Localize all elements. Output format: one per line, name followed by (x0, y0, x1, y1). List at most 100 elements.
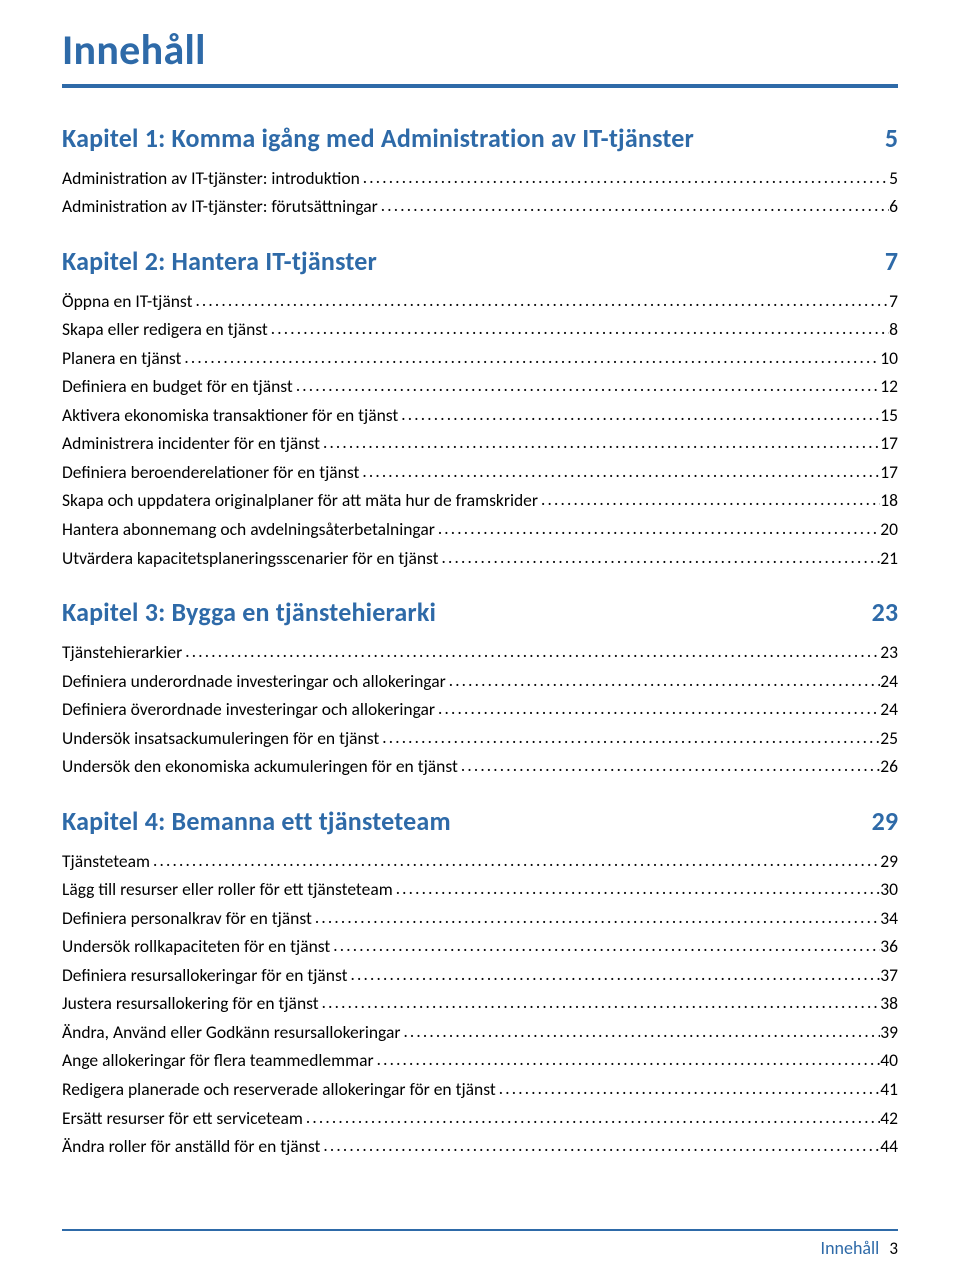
toc-entry[interactable]: Lägg till resurser eller roller för ett … (62, 875, 898, 904)
toc-entry-label: Planera en tjänst (62, 344, 181, 372)
chapter-title: Kapitel 2: Hantera IT-tjänster (62, 245, 377, 277)
toc-entry-page: 21 (880, 544, 898, 572)
toc-entry-page: 15 (880, 401, 898, 429)
toc-leader-dots (458, 752, 880, 781)
toc-leader-dots (435, 695, 880, 724)
toc-entry-page: 8 (889, 315, 898, 343)
toc-entry-label: Definiera resursallokeringar för en tjän… (62, 961, 348, 989)
toc-entry-label: Ersätt resurser för ett serviceteam (62, 1104, 303, 1132)
toc-entry[interactable]: Definiera överordnade investeringar och … (62, 695, 898, 724)
toc-entry[interactable]: Skapa och uppdatera originalplaner för a… (62, 486, 898, 515)
toc-entry-page: 37 (880, 961, 898, 989)
toc-entry[interactable]: Definiera beroenderelationer för en tjän… (62, 458, 898, 487)
toc-leader-dots (378, 192, 889, 221)
toc-entry-page: 5 (889, 164, 898, 192)
toc-entry-label: Definiera personalkrav för en tjänst (62, 904, 312, 932)
toc-entry-label: Undersök rollkapaciteten för en tjänst (62, 932, 330, 960)
footer-page-number: 3 (889, 1238, 898, 1259)
toc-entry[interactable]: Administration av IT-tjänster: förutsätt… (62, 192, 898, 221)
toc-entry-label: Definiera en budget för en tjänst (62, 372, 293, 400)
page-footer: Innehåll 3 (62, 1229, 898, 1260)
toc-entry[interactable]: Definiera en budget för en tjänst12 (62, 372, 898, 401)
toc-entry-label: Utvärdera kapacitetsplaneringsscenarier … (62, 544, 439, 572)
toc-entry[interactable]: Utvärdera kapacitetsplaneringsscenarier … (62, 544, 898, 573)
toc-leader-dots (348, 961, 881, 990)
toc-entry[interactable]: Administration av IT-tjänster: introdukt… (62, 164, 898, 193)
toc-entry-page: 6 (889, 192, 898, 220)
toc-entry[interactable]: Öppna en IT-tjänst 7 (62, 287, 898, 316)
toc-entry-label: Undersök den ekonomiska ackumuleringen f… (62, 752, 458, 780)
toc-leader-dots (398, 401, 880, 430)
toc-entry-label: Aktivera ekonomiska transaktioner för en… (62, 401, 398, 429)
toc-entry-label: Administrera incidenter för en tjänst (62, 429, 320, 457)
toc-entry[interactable]: Justera resursallokering för en tjänst38 (62, 989, 898, 1018)
toc-entry[interactable]: Undersök den ekonomiska ackumuleringen f… (62, 752, 898, 781)
toc-leader-dots (393, 875, 881, 904)
toc-leader-dots (496, 1075, 881, 1104)
toc-entry-page: 42 (880, 1104, 898, 1132)
chapter-title: Kapitel 3: Bygga en tjänstehierarki (62, 596, 436, 628)
chapter-page-number: 7 (885, 245, 898, 277)
toc-entry[interactable]: Definiera underordnade investeringar och… (62, 667, 898, 696)
toc-body: Kapitel 1: Komma igång med Administratio… (62, 122, 898, 1161)
toc-entry[interactable]: Hantera abonnemang och avdelningsåterbet… (62, 515, 898, 544)
toc-entry-label: Definiera beroenderelationer för en tjän… (62, 458, 359, 486)
toc-entry-page: 38 (880, 989, 898, 1017)
chapter-heading-row[interactable]: Kapitel 4: Bemanna ett tjänsteteam29 (62, 805, 898, 837)
toc-leader-dots (360, 164, 889, 193)
toc-entry[interactable]: Definiera resursallokeringar för en tjän… (62, 961, 898, 990)
toc-entry[interactable]: Ändra roller för anställd för en tjänst4… (62, 1132, 898, 1161)
toc-entry-page: 23 (880, 638, 898, 666)
toc-entry-page: 25 (880, 724, 898, 752)
document-title: Innehåll (62, 28, 898, 74)
toc-entry-page: 17 (880, 429, 898, 457)
toc-leader-dots (293, 372, 880, 401)
toc-entry[interactable]: Undersök rollkapaciteten för en tjänst36 (62, 932, 898, 961)
toc-leader-dots (320, 429, 880, 458)
toc-entry-page: 41 (880, 1075, 898, 1103)
toc-leader-dots (319, 989, 881, 1018)
chapter-page-number: 5 (885, 122, 898, 154)
chapter-title: Kapitel 4: Bemanna ett tjänsteteam (62, 805, 451, 837)
toc-entry-label: Administration av IT-tjänster: introdukt… (62, 164, 360, 192)
toc-entry-page: 26 (880, 752, 898, 780)
toc-entry-label: Administration av IT-tjänster: förutsätt… (62, 192, 378, 220)
toc-leader-dots (268, 315, 889, 344)
toc-entry[interactable]: Skapa eller redigera en tjänst 8 (62, 315, 898, 344)
toc-leader-dots (182, 638, 880, 667)
toc-leader-dots (435, 515, 880, 544)
toc-entry[interactable]: Redigera planerade och reserverade allok… (62, 1075, 898, 1104)
toc-entry[interactable]: Aktivera ekonomiska transaktioner för en… (62, 401, 898, 430)
chapter-heading-row[interactable]: Kapitel 2: Hantera IT-tjänster 7 (62, 245, 898, 277)
toc-entry[interactable]: Tjänstehierarkier23 (62, 638, 898, 667)
toc-entry-page: 7 (889, 287, 898, 315)
chapter-heading-row[interactable]: Kapitel 3: Bygga en tjänstehierarki 23 (62, 596, 898, 628)
toc-entry-page: 29 (880, 847, 898, 875)
toc-entry-page: 24 (880, 695, 898, 723)
toc-entry[interactable]: Undersök insatsackumuleringen för en tjä… (62, 724, 898, 753)
toc-entry-page: 30 (880, 875, 898, 903)
chapter-heading-row[interactable]: Kapitel 1: Komma igång med Administratio… (62, 122, 898, 154)
chapter-page-number: 23 (872, 596, 898, 628)
toc-entry[interactable]: Ange allokeringar för flera teammedlemma… (62, 1046, 898, 1075)
toc-entry-label: Öppna en IT-tjänst (62, 287, 192, 315)
toc-entry-page: 24 (880, 667, 898, 695)
toc-entry-page: 20 (880, 515, 898, 543)
toc-entry-label: Ändra roller för anställd för en tjänst (62, 1132, 320, 1160)
toc-entry-label: Skapa eller redigera en tjänst (62, 315, 268, 343)
toc-entry[interactable]: Ändra, Använd eller Godkänn resursalloke… (62, 1018, 898, 1047)
toc-entry[interactable]: Planera en tjänst10 (62, 344, 898, 373)
toc-entry[interactable]: Tjänsteteam29 (62, 847, 898, 876)
toc-entry-label: Lägg till resurser eller roller för ett … (62, 875, 393, 903)
toc-leader-dots (312, 904, 880, 933)
toc-entry[interactable]: Administrera incidenter för en tjänst 17 (62, 429, 898, 458)
toc-leader-dots (446, 667, 881, 696)
toc-entry[interactable]: Ersätt resurser för ett serviceteam 42 (62, 1104, 898, 1133)
toc-entry-label: Definiera underordnade investeringar och… (62, 667, 446, 695)
toc-entry-label: Undersök insatsackumuleringen för en tjä… (62, 724, 379, 752)
toc-entry-page: 17 (880, 458, 898, 486)
toc-entry-label: Definiera överordnade investeringar och … (62, 695, 435, 723)
toc-entry[interactable]: Definiera personalkrav för en tjänst34 (62, 904, 898, 933)
toc-leader-dots (181, 344, 880, 373)
toc-leader-dots (359, 458, 880, 487)
